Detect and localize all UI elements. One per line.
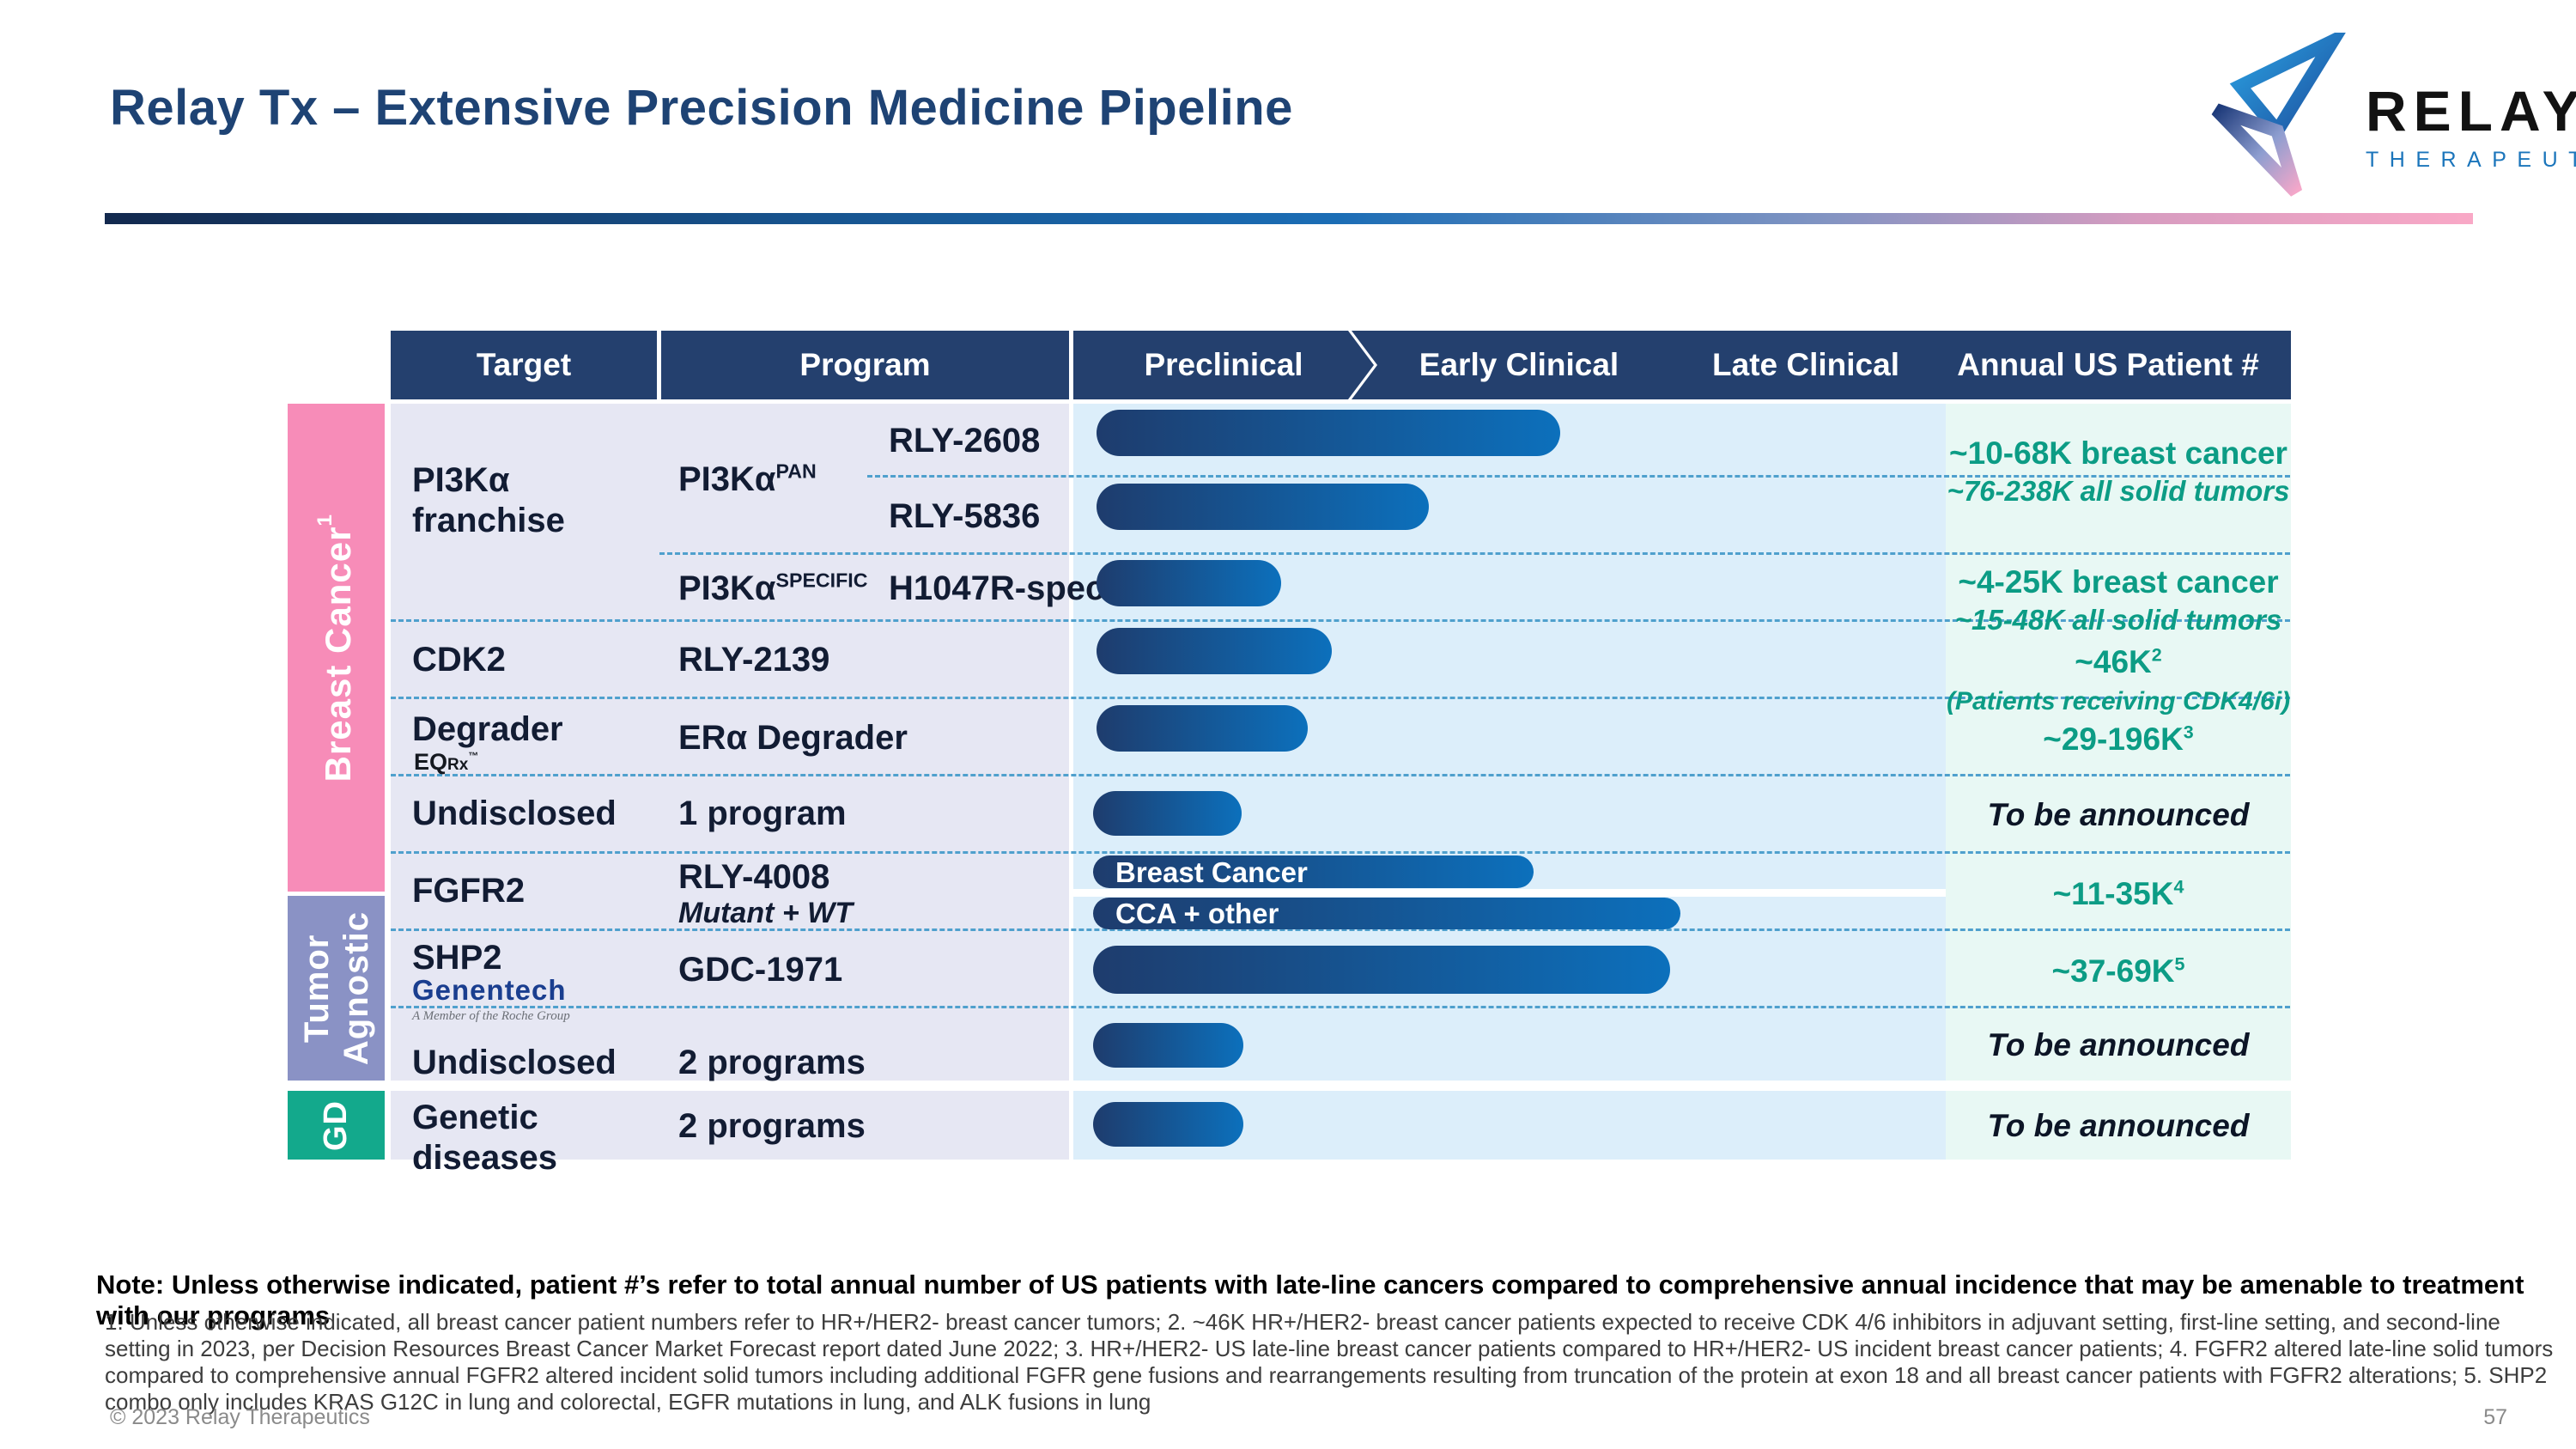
program-rly-4008-sub: Mutant + WT [678,897,854,929]
title-underline-gradient [105,213,2473,224]
bar-1-program [1093,791,1242,836]
program-rly-4008: RLY-4008 [678,858,830,896]
header-early-clinical: Early Clinical [1352,331,1686,399]
target-shp2: SHP2 [412,939,502,977]
target-program-panel [391,404,1069,1081]
program-family-pi3k-pan: PI3KαPAN [678,460,817,498]
row-separator [391,851,2290,854]
bar-gdc-1971 [1093,946,1670,994]
bar-rly-2139 [1097,628,1332,674]
patient-tba-3: To be announced [1987,1108,2250,1143]
patient-pi3k-specific: ~4-25K breast cancer ~15-48K all solid t… [1954,564,2282,636]
copyright-text: © 2023 Relay Therapeutics [110,1405,370,1429]
bar-label-breast-cancer: Breast Cancer [1115,855,1308,888]
patient-tba-2: To be announced [1987,1027,2250,1062]
group-tumor-agnostic: Tumor Agnostic [288,896,385,1081]
logo-brand: RELAY® [2366,79,2576,143]
bar-rly-5836 [1097,484,1429,530]
header-annual-us-patient: Annual US Patient # [1925,331,2291,399]
genentech-logo: Genentech A Member of the Roche Group [412,974,570,1023]
patient-pi3k-pan: ~10-68K breast cancer ~76-238K all solid… [1947,435,2290,508]
patient-shp2: ~37-69K5 [2051,953,2185,989]
program-rly-5836: RLY-5836 [889,497,1041,535]
paper-plane-icon [2211,25,2351,197]
program-family-pi3k-specific: PI3KαSPECIFIC [678,569,868,607]
header-preclinical: Preclinical [1073,331,1374,399]
patient-panel-gd [1946,1091,2291,1160]
patient-panel [1946,404,2291,1081]
page-title: Relay Tx – Extensive Precision Medicine … [110,80,1293,136]
program-era-degrader: ERα Degrader [678,719,908,757]
bar-label-cca-other: CCA + other [1115,898,1279,929]
bar-rly-2608 [1097,410,1560,456]
target-cdk2: CDK2 [412,641,506,679]
bar-fgfr2-breast-cancer: Breast Cancer [1093,855,1534,888]
patient-cdk2: ~46K2 (Patients receiving CDK4/6i) [1946,644,2291,716]
patient-tba-1: To be announced [1987,797,2250,832]
program-gd-2-programs: 2 programs [678,1107,866,1145]
header-program: Program [661,331,1069,399]
bar-fgfr2-cca-other: CCA + other [1093,898,1680,929]
program-rly-2608: RLY-2608 [889,422,1041,460]
target-pi3k-franchise: PI3Kα franchise [412,461,565,540]
row-separator [391,1006,2290,1008]
row-separator [391,774,2290,776]
header-target: Target [391,331,657,399]
row-separator [659,552,2290,555]
header-late-clinical: Late Clinical [1638,331,1973,399]
group-breast-cancer: Breast Cancer1 [288,404,385,892]
target-undisclosed-1: Undisclosed [412,795,617,832]
row-separator [391,697,2290,699]
relay-logo: RELAY® THERAPEUTICS [2211,25,2576,204]
target-undisclosed-2: Undisclosed [412,1044,617,1081]
row-separator [391,928,2290,931]
row-separator [867,475,2290,478]
bar-h1047r [1097,560,1281,606]
bar-gd-2-programs [1093,1102,1243,1147]
target-fgfr2: FGFR2 [412,872,526,910]
program-1-program: 1 program [678,795,847,832]
note-text: Note: Unless otherwise indicated, patien… [96,1269,2524,1330]
footnotes-text: 1. Unless otherwise indicated, all breas… [105,1309,2554,1415]
page-number: 57 [2483,1405,2507,1429]
logo-subtitle: THERAPEUTICS [2366,148,2576,172]
bar-era-degrader [1097,705,1308,752]
fgfr2-row-split [1073,889,1946,897]
program-rly-2139: RLY-2139 [678,641,830,679]
target-program-panel-gd [391,1091,1069,1160]
eqrx-logo: EQRx™ [414,749,479,775]
target-degrader: Degrader [412,710,563,748]
program-gdc-1971: GDC-1971 [678,951,843,989]
program-2-programs: 2 programs [678,1044,866,1081]
bar-undisclosed-2-programs [1093,1023,1243,1068]
group-genetic-diseases: GD [288,1091,385,1160]
patient-fgfr2: ~11-35K4 [2052,876,2184,911]
target-genetic-diseases: Genetic diseases [412,1099,558,1178]
patient-era-degrader: ~29-196K3 [2043,721,2194,757]
row-separator [391,619,2290,622]
